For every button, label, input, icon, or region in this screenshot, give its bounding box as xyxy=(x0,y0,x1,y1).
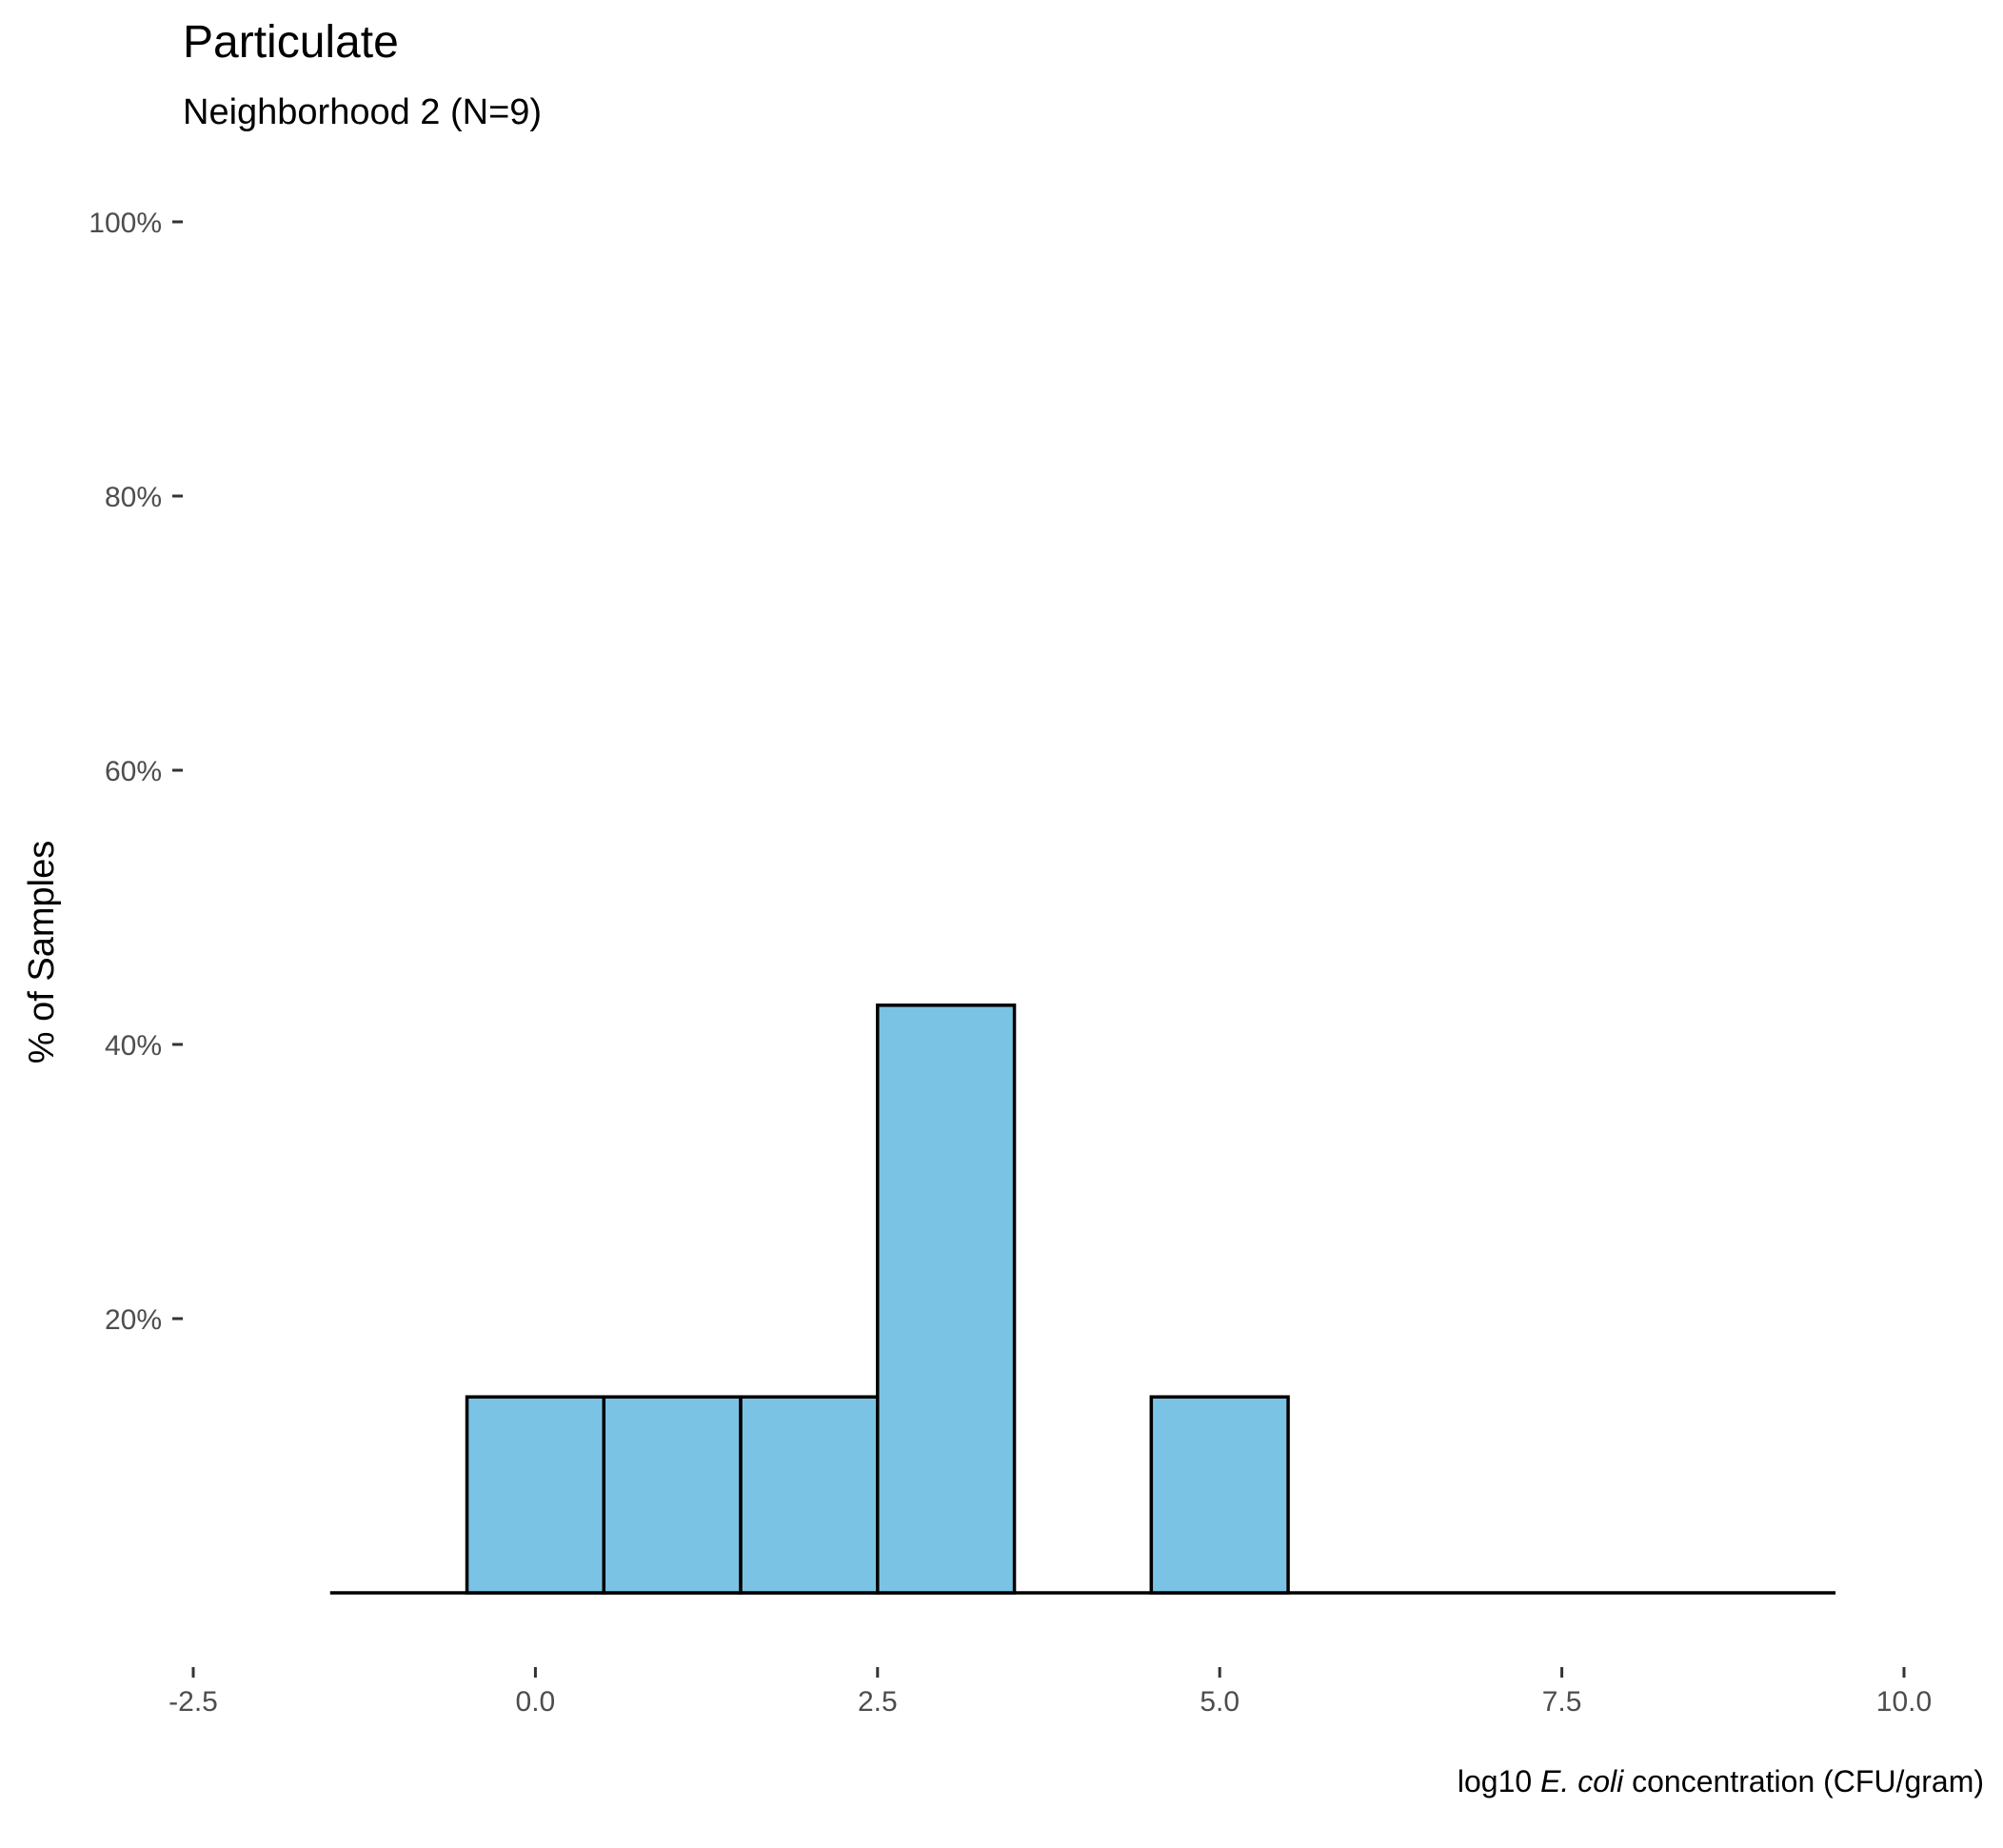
x-axis-label-suffix: concentration (CFU/gram) xyxy=(1623,1764,1984,1798)
histogram-bar xyxy=(1149,1395,1290,1595)
histogram-bar xyxy=(465,1395,606,1595)
y-tick-label: 40% xyxy=(105,1030,162,1062)
y-axis: 20% 40% 60% 80% 100% xyxy=(89,208,183,1336)
y-tick-label: 20% xyxy=(105,1304,162,1336)
x-axis-label: log10 E. coli concentration (CFU/gram) xyxy=(1458,1764,1984,1798)
x-axis-label-italic: E. coli xyxy=(1540,1764,1624,1798)
chart-subtitle: Neighborhood 2 (N=9) xyxy=(183,92,542,132)
x-tick-label: 0.0 xyxy=(516,1686,556,1718)
histogram-bar xyxy=(739,1395,880,1595)
x-tick-label: 2.5 xyxy=(858,1686,898,1718)
histogram-bar xyxy=(876,1003,1017,1595)
y-axis-label: % of Samples xyxy=(22,841,62,1063)
x-axis: -2.5 0.0 2.5 5.0 7.5 10.0 xyxy=(169,1667,1932,1718)
x-tick-label: 5.0 xyxy=(1200,1686,1239,1718)
x-tick-label: 7.5 xyxy=(1542,1686,1582,1718)
bars xyxy=(329,1003,1836,1595)
x-tick-label: 10.0 xyxy=(1876,1686,1932,1718)
chart-title: Particulate xyxy=(183,17,399,68)
y-tick-label: 100% xyxy=(89,208,162,239)
y-tick-label: 80% xyxy=(105,482,162,513)
x-axis-label-prefix: log10 xyxy=(1458,1764,1540,1798)
histogram-bar xyxy=(602,1395,743,1595)
y-tick-label: 60% xyxy=(105,756,162,787)
x-tick-label: -2.5 xyxy=(169,1686,218,1718)
